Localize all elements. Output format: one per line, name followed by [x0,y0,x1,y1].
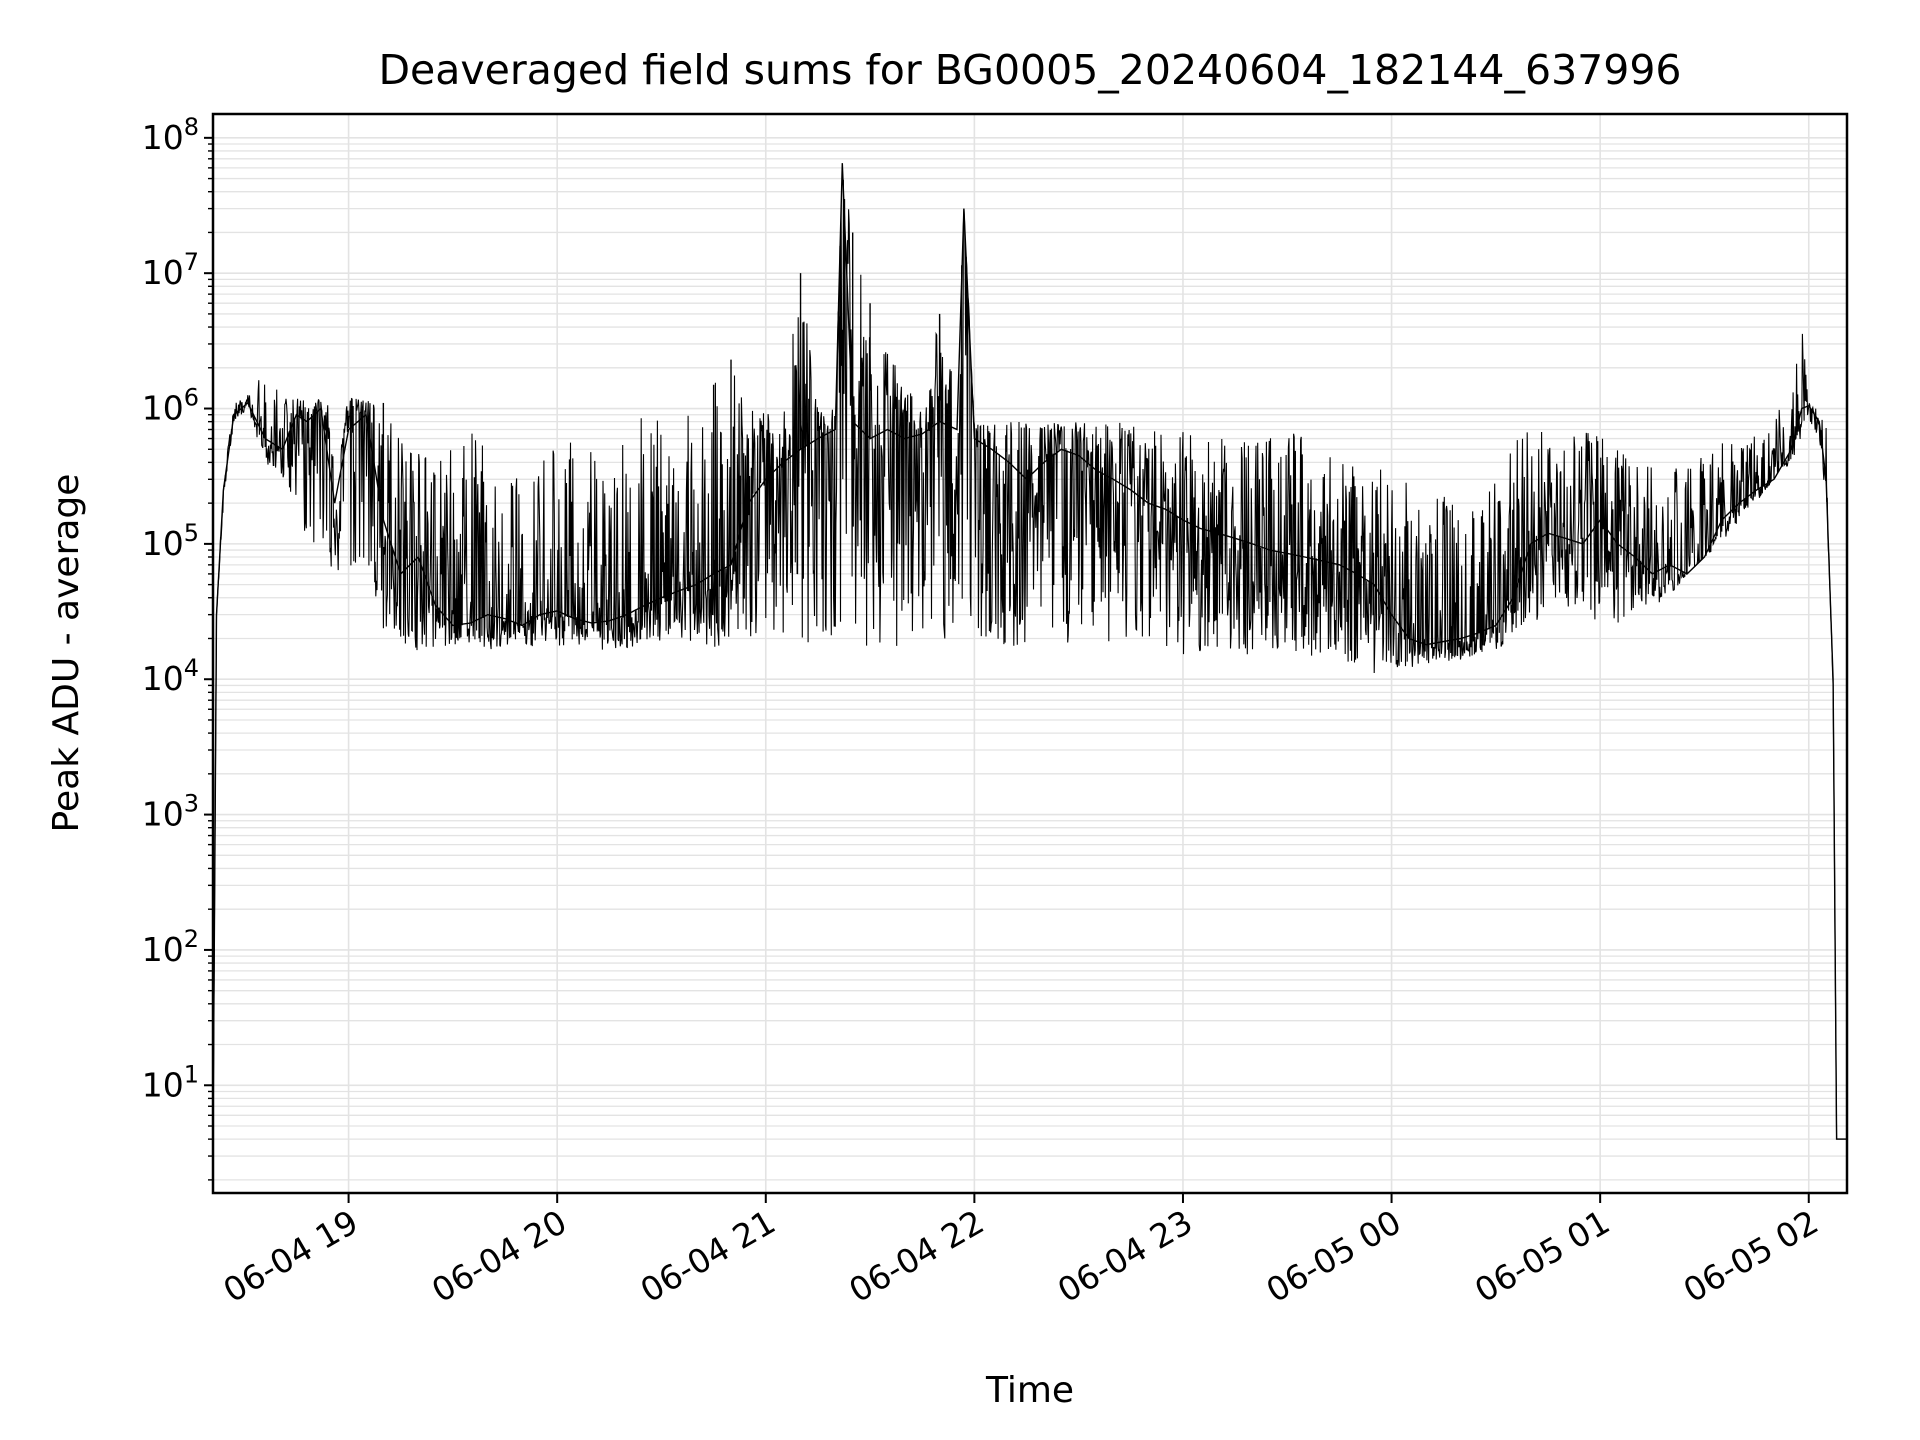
y-tick-label: 106 [142,384,199,428]
y-tick-label: 104 [142,654,199,698]
x-tick-label: 06-04 23 [1051,1202,1199,1310]
x-tick-label: 06-04 21 [634,1202,782,1310]
y-axis-label: Peak ADU - average [46,474,87,833]
x-tick-label: 06-04 22 [842,1202,990,1310]
series-line [212,163,1847,1140]
y-tick-label: 108 [142,113,199,157]
x-tick-label: 06-04 20 [425,1202,573,1310]
y-tick-label: 107 [142,248,199,292]
x-tick-label: 06-05 02 [1677,1202,1825,1310]
series-trend [212,163,1847,1140]
x-tick-label: 06-05 00 [1260,1202,1408,1310]
series-trace [212,179,1847,1140]
plot-frame [211,112,1849,1195]
x-axis: 06-04 19 06-04 20 06-04 21 06-04 22 06-04 23… [217,1193,1825,1310]
x-tick-label: 06-04 19 [217,1202,365,1310]
x-tick-label: 06-05 01 [1468,1202,1616,1310]
y-tick-label: 105 [142,519,199,563]
grid [213,114,1847,1193]
y-tick-label: 101 [142,1060,199,1104]
x-axis-label: Time [985,1370,1074,1411]
y-axis: 101 102 103 104 105 106 107 108 [142,113,213,1181]
y-tick-label: 103 [142,790,199,834]
y-tick-label: 102 [142,925,199,969]
chart-title: Deaveraged field sums for BG0005_2024060… [378,46,1681,94]
